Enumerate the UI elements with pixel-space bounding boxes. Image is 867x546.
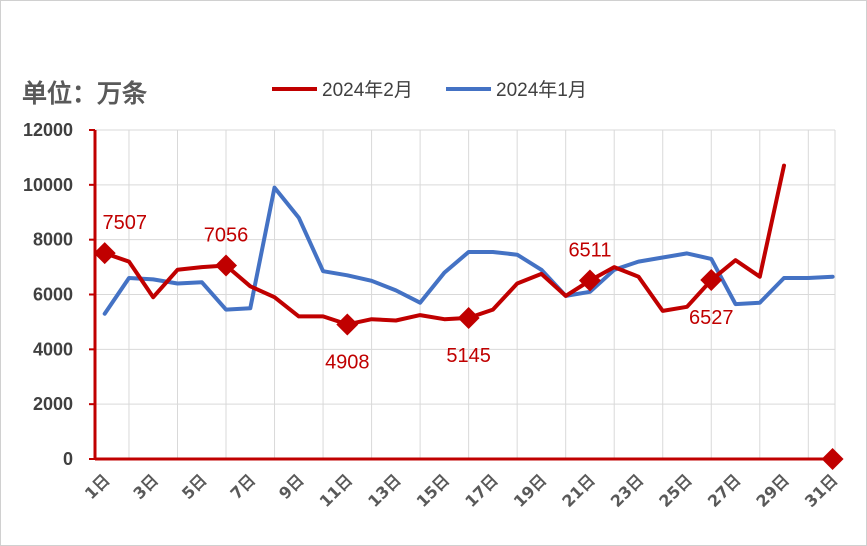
x-tick-label: 17日 — [461, 470, 502, 511]
x-tick-label: 11日 — [316, 470, 357, 511]
x-tick-label: 15日 — [413, 470, 454, 511]
x-tick-label: 7日 — [226, 470, 259, 503]
data-label: 4908 — [325, 351, 370, 373]
diamond-marker — [215, 254, 238, 277]
x-tick-label: 19日 — [510, 470, 551, 511]
data-label: 6511 — [568, 239, 611, 261]
x-tick-label: 23日 — [607, 470, 648, 511]
diamond-marker — [700, 269, 723, 292]
y-axis-ticks: 0 2000 4000 6000 8000 10000 12000 — [23, 120, 95, 469]
x-tick-label: 21日 — [558, 470, 599, 511]
legend-label: 2024年1月 — [496, 79, 587, 101]
gridlines — [95, 129, 836, 459]
annotation-markers: 7507 7056 4908 5145 6511 6527 — [93, 212, 844, 470]
y-tick-label: 4000 — [33, 339, 73, 359]
x-tick-label: 29日 — [752, 470, 793, 511]
x-tick-label: 1日 — [81, 470, 114, 503]
diamond-marker — [93, 242, 116, 265]
legend-label: 2024年2月 — [322, 79, 413, 101]
y-tick-label: 10000 — [23, 175, 73, 195]
y-tick-label: 12000 — [23, 120, 73, 140]
data-label: 7507 — [102, 212, 147, 234]
data-label: 5145 — [446, 345, 491, 367]
x-tick-label: 25日 — [655, 470, 696, 511]
y-tick-label: 0 — [63, 449, 73, 469]
unit-label: 单位：万条 — [22, 79, 148, 108]
diamond-marker — [578, 269, 601, 292]
legend: 2024年2月 2024年1月 — [272, 79, 587, 101]
x-tick-label: 5日 — [178, 470, 211, 503]
x-axis-ticks: 1日 3日 5日 7日 9日 11日 13日 15日 17日 19日 21日 23日 25日 27日 29日… — [81, 470, 841, 511]
x-tick-label: 31日 — [801, 470, 842, 511]
diamond-marker — [336, 313, 359, 336]
y-tick-label: 8000 — [33, 230, 73, 250]
x-tick-label: 3日 — [129, 470, 162, 503]
data-label: 6527 — [689, 307, 734, 329]
data-label: 7056 — [204, 225, 249, 247]
series-line — [102, 185, 835, 316]
x-tick-label: 27日 — [704, 470, 745, 511]
axes — [93, 130, 835, 461]
y-tick-label: 2000 — [33, 394, 73, 414]
y-tick-label: 6000 — [33, 285, 73, 305]
x-tick-label: 13日 — [364, 470, 405, 511]
diamond-marker — [457, 306, 480, 329]
x-tick-label: 9日 — [275, 470, 308, 503]
